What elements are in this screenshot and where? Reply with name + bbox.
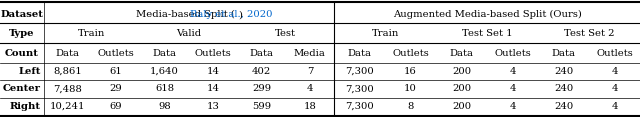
Text: Outlets: Outlets	[98, 49, 134, 58]
Text: Center: Center	[3, 84, 41, 93]
Text: Data: Data	[56, 49, 80, 58]
Text: Outlets: Outlets	[195, 49, 232, 58]
Text: Data: Data	[449, 49, 474, 58]
Text: Dataset: Dataset	[1, 10, 43, 19]
Text: 240: 240	[554, 84, 573, 93]
Text: 10,241: 10,241	[50, 102, 86, 111]
Text: Test Set 1: Test Set 1	[461, 29, 513, 38]
Text: Data: Data	[348, 49, 372, 58]
Text: 18: 18	[303, 102, 316, 111]
Text: 4: 4	[611, 102, 618, 111]
Text: Data: Data	[552, 49, 575, 58]
Text: Train: Train	[78, 29, 106, 38]
Text: 7,300: 7,300	[345, 67, 374, 76]
Text: Media: Media	[294, 49, 326, 58]
Text: 240: 240	[554, 67, 573, 76]
Text: 10: 10	[404, 84, 417, 93]
Text: Outlets: Outlets	[494, 49, 531, 58]
Text: 7,300: 7,300	[345, 102, 374, 111]
Text: Test: Test	[275, 29, 296, 38]
Text: 4: 4	[509, 67, 516, 76]
Text: 4: 4	[509, 102, 516, 111]
Text: 200: 200	[452, 67, 471, 76]
Text: Baly et al., 2020: Baly et al., 2020	[190, 10, 273, 19]
Text: 7,300: 7,300	[345, 84, 374, 93]
Text: 14: 14	[207, 67, 220, 76]
Text: 299: 299	[252, 84, 271, 93]
Text: 618: 618	[155, 84, 174, 93]
Text: Outlets: Outlets	[596, 49, 633, 58]
Text: Data: Data	[250, 49, 273, 58]
Text: 29: 29	[110, 84, 122, 93]
Text: 4: 4	[307, 84, 313, 93]
Text: Media-based Split (: Media-based Split (	[136, 10, 235, 19]
Text: 200: 200	[452, 102, 471, 111]
Text: Left: Left	[19, 67, 41, 76]
Text: Right: Right	[10, 102, 41, 111]
Text: 14: 14	[207, 84, 220, 93]
Text: Augmented Media-based Split (Ours): Augmented Media-based Split (Ours)	[392, 10, 582, 19]
Text: Outlets: Outlets	[392, 49, 429, 58]
Text: 4: 4	[611, 84, 618, 93]
Text: 402: 402	[252, 67, 271, 76]
Text: 7,488: 7,488	[53, 84, 82, 93]
Text: 8,861: 8,861	[53, 67, 82, 76]
Text: Test Set 2: Test Set 2	[564, 29, 614, 38]
Text: 69: 69	[110, 102, 122, 111]
Text: 13: 13	[207, 102, 220, 111]
Text: 16: 16	[404, 67, 417, 76]
Text: ): )	[239, 10, 243, 19]
Text: Valid: Valid	[176, 29, 202, 38]
Text: 599: 599	[252, 102, 271, 111]
Text: Train: Train	[371, 29, 399, 38]
Text: Type: Type	[9, 29, 35, 38]
Text: 4: 4	[611, 67, 618, 76]
Text: 4: 4	[509, 84, 516, 93]
Text: 7: 7	[307, 67, 313, 76]
Text: Data: Data	[152, 49, 177, 58]
Text: 98: 98	[158, 102, 171, 111]
Text: 1,640: 1,640	[150, 67, 179, 76]
Text: 61: 61	[110, 67, 122, 76]
Text: Count: Count	[5, 49, 38, 58]
Text: 200: 200	[452, 84, 471, 93]
Text: 240: 240	[554, 102, 573, 111]
Text: 8: 8	[408, 102, 413, 111]
